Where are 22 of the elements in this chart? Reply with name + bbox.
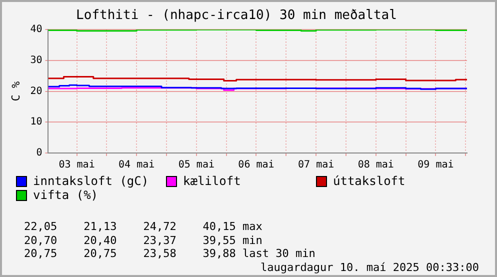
y-tick-label: 40 <box>30 24 42 36</box>
y-tick-label: 20 <box>30 86 42 97</box>
y-tick-label: 0 <box>36 148 42 159</box>
chart-title: Lofthiti - (nhapc-irca10) 30 min meðaltal <box>76 8 397 24</box>
x-tick-label: 09 mai <box>418 160 454 171</box>
legend-label: úttaksloft <box>333 174 406 188</box>
legend-label: inntaksloft (gC) <box>33 174 149 188</box>
text: 22,05 21,13 24,72 40,15 max <box>24 220 264 234</box>
x-tick-label: 08 mai <box>358 160 394 171</box>
y-tick-label: 10 <box>30 116 42 128</box>
x-tick-label: 03 mai <box>58 160 95 171</box>
x-tick-label: 05 mai <box>178 160 214 171</box>
text: 20,70 20,40 23,37 39,55 min <box>24 234 264 247</box>
y-tick-label: 30 <box>30 55 42 66</box>
text: laugardagur 10. maí 2025 00:33:00 <box>259 260 480 274</box>
legend-label: vifta (%) <box>33 188 98 202</box>
x-tick-label: 07 mai <box>298 160 334 171</box>
y-axis-title: C % <box>9 80 22 102</box>
text: 20,75 20,75 23,58 39,88 last 30 min <box>24 247 316 260</box>
x-tick-label: 04 mai <box>118 160 155 171</box>
legend-label: kæliloft <box>183 174 241 188</box>
x-tick-label: 06 mai <box>238 160 274 171</box>
